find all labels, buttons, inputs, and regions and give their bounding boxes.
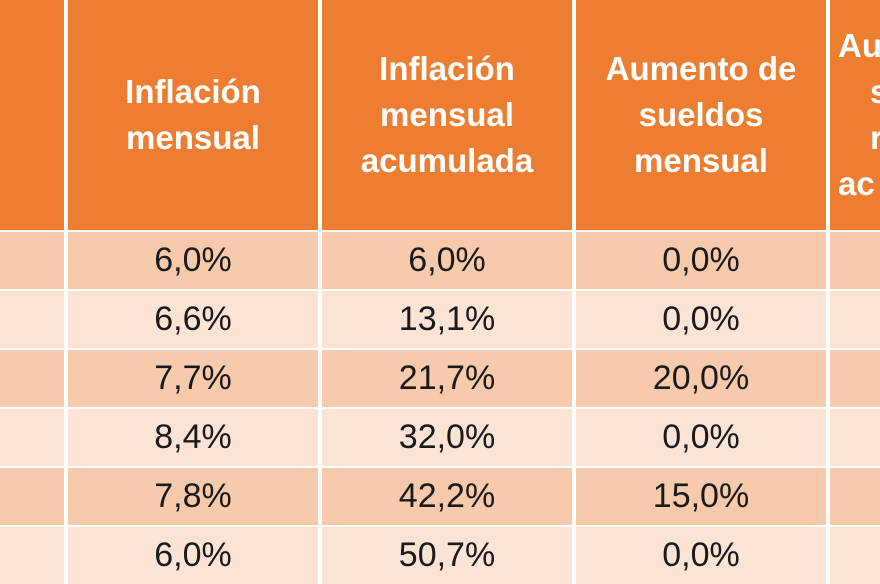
cell-inflacion-acumulada: 42,2% [322,468,572,525]
cell-inflacion-mensual: 7,8% [68,468,318,525]
header-line: mensual [634,142,768,179]
cell-clipped [830,350,880,407]
cell-inflacion-mensual: 6,0% [68,527,318,584]
cell-clipped [830,409,880,466]
cell-inflacion-acumulada: 13,1% [322,291,572,348]
header-cell-blank [0,0,64,230]
header-line: Inflación [379,50,515,87]
cell-clipped [830,468,880,525]
header-aumento-acumulado-clipped: Au s r ac [830,0,880,230]
header-aumento-sueldos: Aumento de sueldos mensual [576,0,826,230]
header-line: s [870,73,880,110]
cell-aumento-sueldos: 0,0% [576,232,826,289]
cell-clipped [830,232,880,289]
row-label-cell [0,409,64,466]
header-line: Aumento de [605,50,797,87]
cell-inflacion-acumulada: 21,7% [322,350,572,407]
row-label-cell [0,527,64,584]
cell-inflacion-acumulada: 50,7% [322,527,572,584]
cell-inflacion-mensual: 7,7% [68,350,318,407]
cell-inflacion-acumulada: 6,0% [322,232,572,289]
cell-clipped [830,527,880,584]
cell-aumento-sueldos: 0,0% [576,409,826,466]
cell-inflacion-mensual: 8,4% [68,409,318,466]
cell-inflacion-acumulada: 32,0% [322,409,572,466]
cell-clipped [830,291,880,348]
header-line: sueldos [638,96,764,133]
cell-aumento-sueldos: 20,0% [576,350,826,407]
row-label-cell [0,350,64,407]
cell-aumento-sueldos: 0,0% [576,291,826,348]
header-line: r [870,119,880,156]
header-line: acumulada [360,142,534,179]
header-line: mensual [380,96,514,133]
row-label-cell [0,232,64,289]
header-line: mensual [126,119,260,156]
header-line: Inflación [125,73,261,110]
header-line: ac [838,165,875,202]
header-line: Au [838,27,880,64]
row-label-cell [0,291,64,348]
cell-aumento-sueldos: 0,0% [576,527,826,584]
cell-aumento-sueldos: 15,0% [576,468,826,525]
header-inflacion-acumulada: Inflación mensual acumulada [322,0,572,230]
cell-inflacion-mensual: 6,0% [68,232,318,289]
header-inflacion-mensual: Inflación mensual [68,0,318,230]
cell-inflacion-mensual: 6,6% [68,291,318,348]
row-label-cell [0,468,64,525]
